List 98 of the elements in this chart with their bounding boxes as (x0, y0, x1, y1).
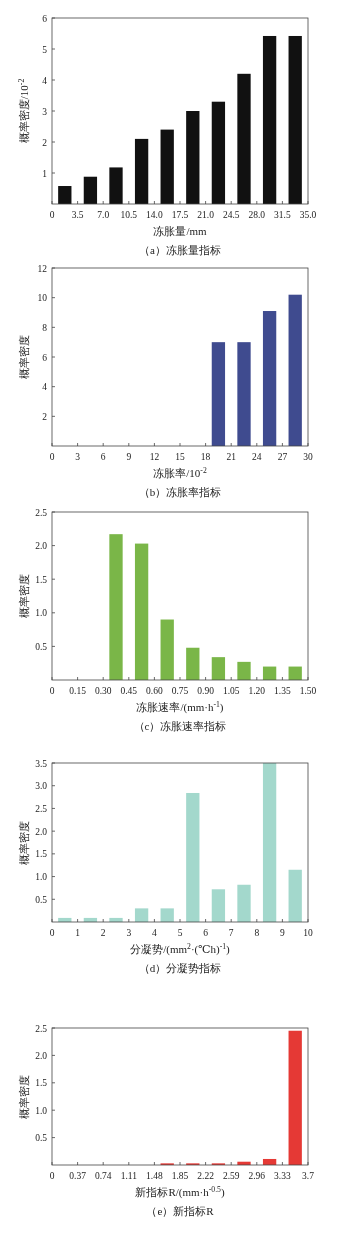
x-tick-label: 0.30 (94, 686, 112, 696)
x-tick-label: 2.59 (222, 1171, 240, 1181)
x-tick-label: 14.0 (146, 210, 163, 220)
y-axis-title: 概率密度 (18, 1074, 30, 1119)
x-axis-title: 分凝势/(mm$^{2}$·(℃h)$^{-1}$) (130, 941, 231, 956)
text: （b）冻胀率指标 (138, 486, 222, 498)
x-tick-label: 0 (49, 1171, 55, 1181)
y-tick-label: 0.5 (35, 641, 48, 652)
y-tick-label: 2.5 (35, 507, 48, 518)
x-tick-label: 1.05 (222, 686, 240, 696)
x-tick-label: 7 (228, 928, 234, 938)
y-tick-label: 1.5 (35, 574, 48, 585)
x-tick-label: 12 (149, 452, 160, 462)
y-tick-label: 1 (42, 168, 48, 179)
y-tick-label: 2 (42, 137, 48, 148)
x-tick-label: 0.37 (69, 1171, 87, 1181)
x-tick-label: 0 (49, 928, 55, 938)
y-tick-label: 6 (42, 352, 48, 363)
x-tick-label: 27 (277, 452, 288, 462)
x-tick-label: 3.33 (274, 1171, 291, 1181)
x-tick-label: 3 (75, 452, 81, 462)
y-axis-title: 概率密度 (18, 820, 30, 865)
x-tick-label: 35.0 (299, 210, 317, 220)
x-tick-label: 1.20 (248, 686, 266, 696)
x-tick-label: 3.7 (302, 1171, 315, 1181)
y-tick-label: 3.5 (35, 758, 48, 769)
x-tick-label: 10.5 (120, 210, 138, 220)
y-tick-label: 0.5 (35, 1133, 48, 1144)
x-tick-label: 6 (203, 928, 209, 938)
y-tick-label: 1.5 (35, 849, 48, 860)
x-tick-label: 7.0 (97, 210, 110, 220)
x-tick-label: 15 (175, 452, 185, 462)
y-tick-label: 3.0 (35, 781, 48, 792)
x-tick-label: 9 (126, 452, 132, 462)
x-tick-label: 30 (303, 452, 313, 462)
y-tick-label: 2.0 (35, 826, 48, 837)
x-tick-label: 10 (303, 928, 313, 938)
x-tick-label: 5 (177, 928, 183, 938)
x-tick-label: 24.5 (222, 210, 240, 220)
x-tick-label: 1.35 (274, 686, 291, 696)
y-tick-label: 6 (42, 13, 48, 24)
x-tick-label: 21 (226, 452, 237, 462)
y-tick-label: 2.0 (35, 1050, 48, 1061)
x-axis-title: 新指标R/(mm·h$^{-0.5}$) (135, 1184, 225, 1199)
y-tick-label: 5 (42, 44, 48, 55)
x-tick-label: 6 (100, 452, 106, 462)
x-tick-label: 0.75 (171, 686, 189, 696)
text: （d）分凝势指标 (138, 962, 222, 974)
x-tick-label: 2.96 (248, 1171, 266, 1181)
x-tick-label: 28.0 (248, 210, 266, 220)
y-tick-label: 2.5 (35, 1023, 48, 1034)
x-tick-label: 2 (100, 928, 106, 938)
x-tick-label: 0 (49, 210, 55, 220)
x-tick-label: 4 (152, 928, 158, 938)
x-tick-label: 0.15 (69, 686, 87, 696)
y-tick-label: 4 (42, 382, 48, 393)
y-tick-label: 8 (42, 322, 48, 333)
x-axis-title: 冻胀量/mm (153, 225, 208, 237)
x-tick-label: 31.5 (274, 210, 291, 220)
y-tick-label: 1.0 (35, 872, 48, 883)
x-tick-label: 24 (252, 452, 262, 462)
y-tick-label: 10 (37, 293, 48, 304)
x-tick-label: 9 (280, 928, 286, 938)
y-tick-label: 1.0 (35, 1105, 48, 1116)
y-axis-title: 概率密度 (18, 574, 30, 618)
y-tick-label: 2 (42, 411, 48, 422)
x-tick-label: 0.74 (94, 1171, 112, 1181)
x-tick-label: 0 (49, 452, 55, 462)
x-tick-label: 1.50 (299, 686, 317, 696)
y-axis-title: 概率密度 (18, 335, 30, 379)
x-tick-label: 18 (200, 452, 211, 462)
x-tick-label: 0.45 (120, 686, 138, 696)
x-tick-label: 1.85 (171, 1171, 189, 1181)
x-tick-label: 1.48 (146, 1171, 163, 1181)
y-tick-label: 1.0 (35, 608, 48, 619)
x-tick-label: 17.5 (171, 210, 189, 220)
text: （c）冻胀速率指标 (133, 720, 227, 732)
x-axis-title: 冻胀速率/(mm·h$^{-1}$) (136, 699, 224, 714)
x-tick-label: 3.5 (71, 210, 84, 220)
x-axis-title: 冻胀率/10$^{-2}$ (153, 465, 207, 479)
y-tick-label: 1.5 (35, 1078, 48, 1089)
y-tick-label: 12 (37, 263, 48, 274)
text: （e）新指标R (146, 1205, 215, 1217)
x-tick-label: 2.22 (197, 1171, 215, 1181)
x-tick-label: 0.90 (197, 686, 215, 696)
x-tick-label: 1.11 (120, 1171, 138, 1181)
x-tick-label: 0 (49, 686, 55, 696)
x-tick-label: 21.0 (197, 210, 215, 220)
y-tick-label: 2.5 (35, 803, 48, 814)
text: （a）冻胀量指标 (139, 244, 221, 256)
y-tick-label: 4 (42, 75, 48, 86)
y-tick-label: 3 (42, 106, 48, 117)
x-tick-label: 0.60 (146, 686, 163, 696)
x-tick-label: 3 (126, 928, 132, 938)
y-tick-label: 2.0 (35, 541, 48, 552)
x-tick-label: 8 (254, 928, 260, 938)
x-tick-label: 1 (75, 928, 81, 938)
y-tick-label: 0.5 (35, 894, 48, 905)
